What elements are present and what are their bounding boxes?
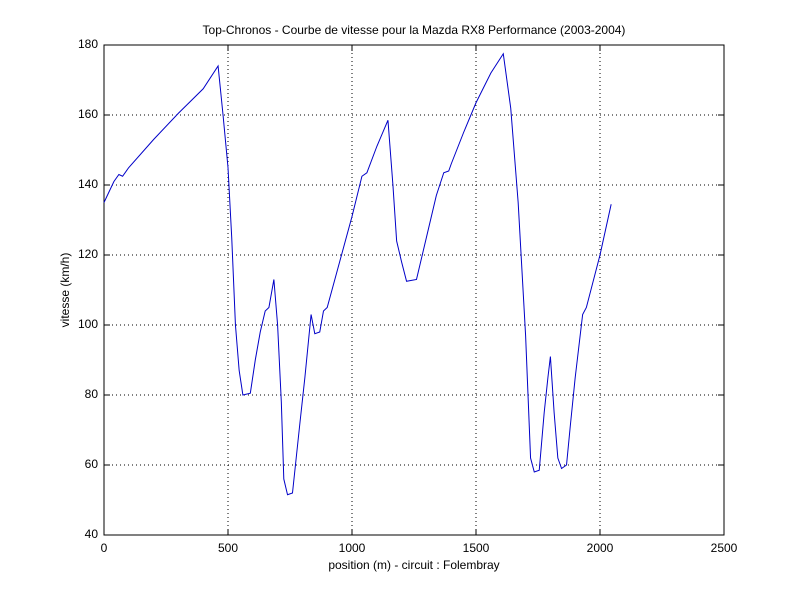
y-tick-label: 60 [85,457,99,471]
x-tick-label: 1500 [463,541,490,555]
x-tick-label: 1000 [339,541,366,555]
y-tick-label: 100 [78,317,98,331]
y-tick-label: 120 [78,247,98,261]
x-tick-label: 500 [218,541,238,555]
chart-title: Top-Chronos - Courbe de vitesse pour la … [203,23,626,37]
y-axis-label: vitesse (km/h) [58,253,72,328]
x-axis-label: position (m) - circuit : Folembray [328,558,499,572]
x-tick-label: 2500 [711,541,738,555]
x-tick-label: 0 [101,541,108,555]
y-tick-label: 140 [78,177,98,191]
y-tick-label: 180 [78,37,98,51]
plot-frame [103,44,725,536]
x-tick-label: 2000 [587,541,614,555]
y-tick-label: 160 [78,107,98,121]
y-tick-label: 80 [85,387,99,401]
y-tick-label: 40 [85,527,99,541]
data-line [103,52,612,496]
